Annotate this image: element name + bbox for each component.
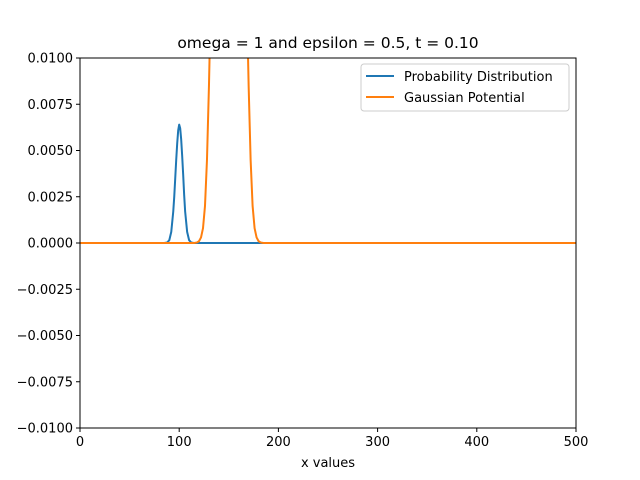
series-line-probability-distribution [80,123,576,244]
x-tick-label: 100 [167,435,192,450]
x-tick-label: 0 [76,435,84,450]
x-axis-title: x values [301,456,355,471]
legend-box [360,63,570,112]
legend-label-probability-distribution: Probability Distribution [404,70,553,85]
x-tick-label: 400 [464,435,489,450]
x-axis: 0 100 200 300 400 500 [76,428,589,450]
y-tick-label: −0.0075 [17,375,73,390]
y-tick-label: 0.0050 [28,144,74,159]
x-tick-label: 300 [365,435,390,450]
y-tick-label: −0.0050 [17,329,73,344]
series-layer [80,58,576,244]
y-axis: −0.0100 −0.0075 −0.0050 −0.0025 0.0000 0.0025… [17,52,80,437]
y-tick-label: −0.0025 [17,283,73,298]
chart-title: omega = 1 and epsilon = 0.5, t = 0.10 [177,34,478,52]
legend-label-gaussian-potential: Gaussian Potential [404,91,525,106]
y-tick-label: 0.0025 [28,190,74,205]
x-tick-label: 500 [564,435,589,450]
y-tick-label: 0.0100 [28,52,74,67]
y-tick-label: −0.0100 [17,422,73,437]
x-tick-label: 200 [266,435,291,450]
legend: Probability Distribution Gaussian Potent… [360,63,570,112]
y-tick-label: 0.0000 [28,237,74,252]
y-tick-label: 0.0075 [28,98,74,113]
series-line-gaussian-potential [80,58,576,244]
